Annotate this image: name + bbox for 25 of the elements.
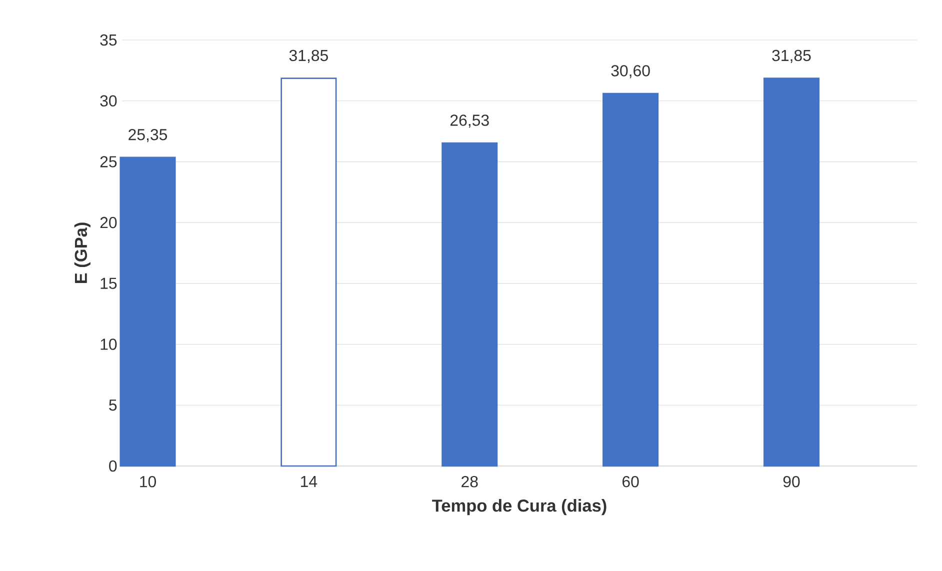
bar bbox=[120, 156, 176, 467]
x-tick-label: 14 bbox=[301, 476, 318, 487]
x-tick-label: 60 bbox=[622, 476, 639, 488]
y-axis-title: E (GPa) bbox=[74, 222, 90, 284]
y-tick-label: 30 bbox=[100, 95, 117, 106]
bar bbox=[602, 92, 659, 467]
data-label: 31,85 bbox=[772, 50, 811, 64]
y-tick-label: 10 bbox=[100, 338, 117, 350]
y-tick-label: 15 bbox=[100, 278, 117, 289]
data-label: 26,53 bbox=[450, 114, 489, 128]
bar bbox=[280, 78, 337, 467]
y-tick-label: 0 bbox=[109, 460, 117, 472]
bar bbox=[442, 142, 498, 467]
data-label: 25,35 bbox=[128, 128, 168, 142]
data-label: 31,85 bbox=[289, 50, 328, 64]
x-tick-label: 90 bbox=[783, 476, 800, 488]
data-label: 30,60 bbox=[611, 65, 650, 78]
x-tick-label: 28 bbox=[462, 476, 478, 488]
y-tick-label: 5 bbox=[109, 400, 117, 411]
bar bbox=[763, 78, 820, 467]
y-tick-label: 35 bbox=[100, 34, 117, 46]
y-tick-label: 25 bbox=[100, 156, 117, 168]
x-axis-title: Tempo de Cura (dias) bbox=[432, 499, 606, 516]
y-tick-label: 20 bbox=[100, 216, 117, 228]
x-tick-label: 10 bbox=[140, 476, 156, 488]
